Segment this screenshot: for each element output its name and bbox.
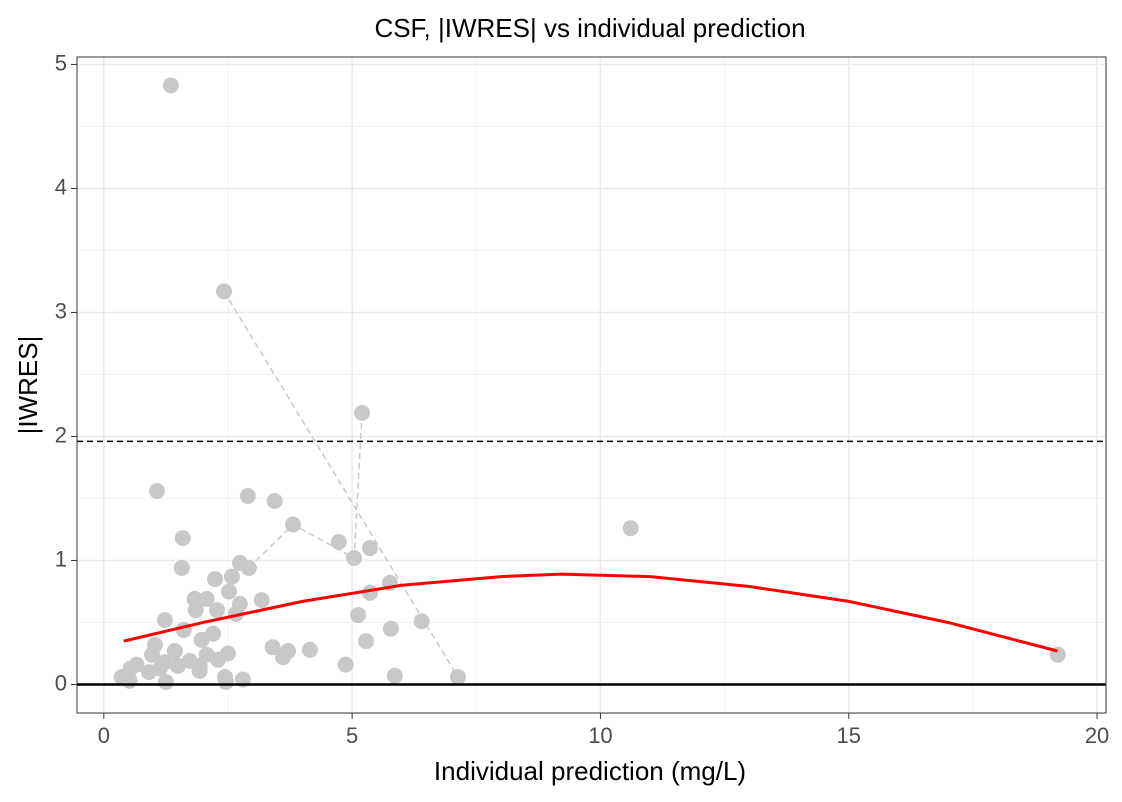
x-axis-label: Individual prediction (mg/L) (434, 756, 746, 786)
point (358, 633, 375, 650)
point (217, 673, 234, 690)
x-tick-label: 5 (346, 723, 358, 748)
panel-border (76, 56, 1107, 714)
point (169, 657, 186, 674)
point (266, 492, 283, 509)
point (264, 639, 281, 656)
point (156, 611, 173, 628)
point (413, 613, 430, 630)
smooth-curve (123, 572, 1058, 653)
point (162, 77, 179, 94)
point (143, 646, 160, 663)
y-tick-label: 5 (55, 50, 67, 75)
y-tick-label: 3 (55, 298, 67, 323)
point (382, 620, 399, 637)
point (209, 602, 226, 619)
x-tick-label: 10 (588, 723, 612, 748)
x-tick-label: 0 (98, 723, 110, 748)
point (207, 571, 224, 588)
point (220, 583, 237, 600)
point (210, 651, 227, 668)
point (301, 641, 318, 658)
point (173, 559, 190, 576)
point (337, 656, 354, 673)
y-tick-label: 0 (55, 670, 67, 695)
point (216, 283, 232, 300)
point (141, 664, 158, 681)
connection-line (353, 412, 363, 559)
point (362, 540, 379, 557)
point (240, 559, 257, 576)
point (449, 669, 466, 686)
point (193, 631, 210, 648)
x-tick-label: 20 (1085, 723, 1109, 748)
point (191, 662, 208, 679)
chart-title: CSF, |IWRES| vs individual prediction (374, 13, 805, 43)
point (275, 649, 292, 666)
point (622, 520, 639, 537)
point (198, 590, 215, 607)
y-tick-label: 2 (55, 422, 67, 447)
point (174, 530, 191, 547)
point (223, 568, 240, 585)
point (157, 673, 174, 690)
point (330, 533, 347, 550)
point (187, 602, 204, 619)
point (253, 592, 270, 609)
point (285, 516, 302, 533)
point (239, 487, 256, 504)
y-tick-label: 4 (55, 174, 67, 199)
point (346, 549, 363, 566)
point (166, 642, 183, 659)
y-axis-label: |IWRES| (13, 336, 43, 435)
point (386, 667, 403, 684)
point (354, 404, 371, 421)
connection-line (223, 290, 459, 678)
point (148, 483, 165, 500)
point (350, 607, 367, 624)
point (121, 672, 138, 689)
y-tick-label: 1 (55, 546, 67, 571)
x-tick-label: 15 (837, 723, 861, 748)
